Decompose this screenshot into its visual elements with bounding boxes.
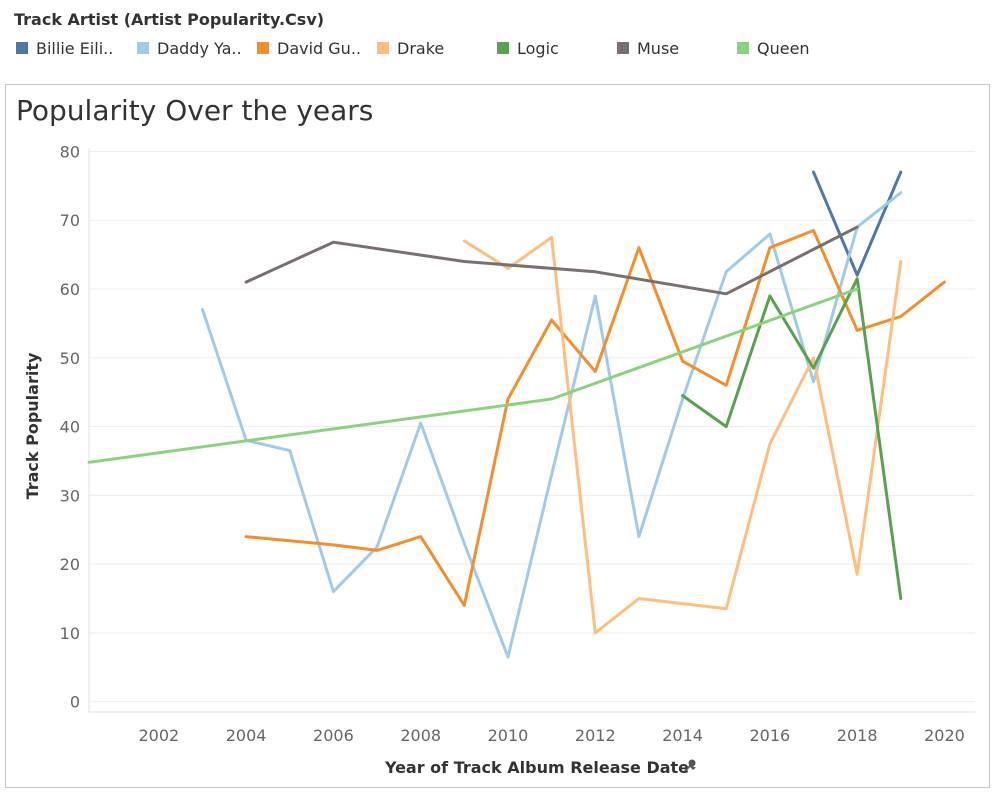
legend-item-david-guetta[interactable]: David Gu..: [257, 38, 361, 58]
y-tick-label: 70: [60, 211, 80, 230]
series-line-muse[interactable]: [244, 225, 859, 296]
legend-item-daddy-yankee[interactable]: Daddy Ya..: [137, 38, 242, 58]
chart-title: Popularity Over the years: [16, 94, 374, 127]
x-tick-label: 2006: [313, 726, 354, 745]
x-tick-label: 2012: [575, 726, 616, 745]
x-tick-label: 2002: [138, 726, 179, 745]
legend-label: Muse: [637, 38, 680, 58]
legend-label: David Gu..: [277, 38, 361, 58]
y-tick-label: 20: [60, 555, 80, 574]
x-tick-label: 2008: [400, 726, 441, 745]
y-tick-label: 80: [60, 142, 80, 161]
pin-icon[interactable]: [684, 759, 696, 772]
x-axis-ticks: 2002 2004 2006 2008 2010 2012 2014 2016 2018 2020: [138, 726, 964, 745]
legend-label: Billie Eili..: [36, 38, 114, 58]
x-tick-label: 2018: [837, 726, 878, 745]
legend-swatch: [16, 42, 28, 54]
series-line-david-gu[interactable]: [244, 229, 946, 607]
legend: Track Artist (Artist Popularity.Csv) Bil…: [0, 0, 996, 80]
legend-swatch: [737, 42, 749, 54]
series-line-logic[interactable]: [681, 277, 903, 600]
y-axis-label: Track Popularity: [23, 352, 42, 499]
y-axis-ticks: 0 10 20 30 40 50 60 70 80: [60, 142, 80, 711]
x-tick-label: 2010: [488, 726, 529, 745]
legend-swatch: [617, 42, 629, 54]
legend-label: Logic: [517, 38, 559, 58]
legend-title: Track Artist (Artist Popularity.Csv): [14, 10, 325, 29]
x-tick-label: 2020: [924, 726, 965, 745]
legend-label: Queen: [757, 38, 810, 58]
legend-item-muse[interactable]: Muse: [617, 38, 679, 58]
chart-panel: [5, 84, 990, 788]
x-axis-label: Year of Track Album Release Date: [384, 758, 689, 777]
x-tick-label: 2014: [662, 726, 703, 745]
series-lines: [87, 170, 946, 659]
legend-item-queen[interactable]: Queen: [737, 38, 810, 58]
legend-item-logic[interactable]: Logic: [497, 38, 559, 58]
y-tick-label: 60: [60, 280, 80, 299]
legend-swatch: [257, 42, 269, 54]
legend-item-billie-eilish[interactable]: Billie Eili..: [16, 38, 113, 58]
y-tick-label: 10: [60, 624, 80, 643]
legend-swatch: [137, 42, 149, 54]
x-tick-label: 2016: [750, 726, 791, 745]
legend-label: Daddy Ya..: [157, 38, 242, 58]
series-line-daddy-ya[interactable]: [201, 191, 903, 659]
y-tick-label: 40: [60, 418, 80, 437]
legend-label: Drake: [397, 38, 445, 58]
series-line-queen[interactable]: [87, 287, 859, 464]
legend-swatch: [497, 42, 509, 54]
series-line-billie-eili[interactable]: [812, 170, 903, 277]
x-tick-label: 2004: [226, 726, 267, 745]
series-line-drake[interactable]: [462, 235, 903, 635]
y-tick-label: 30: [60, 486, 80, 505]
y-tick-label: 50: [60, 349, 80, 368]
legend-item-drake[interactable]: Drake: [377, 38, 444, 58]
gridlines: [88, 148, 975, 713]
y-tick-label: 0: [70, 693, 80, 712]
legend-swatch: [377, 42, 389, 54]
